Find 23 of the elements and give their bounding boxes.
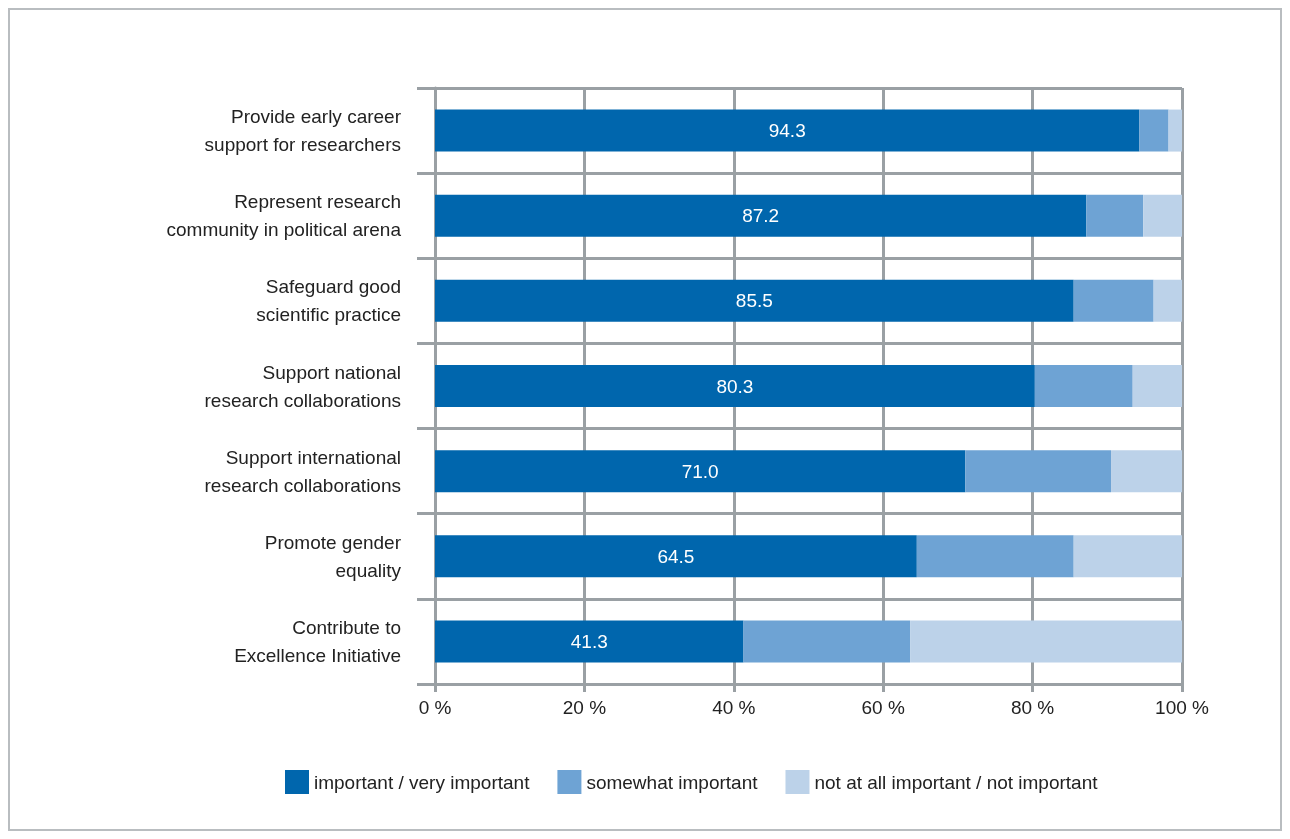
data-label: 87.2 <box>742 205 780 227</box>
data-label: 71.0 <box>681 460 719 482</box>
y-tick-label: Support national research collaborations <box>204 361 401 411</box>
y-tick-label: Represent research community in political arena <box>166 191 402 241</box>
legend-label: important / very important <box>314 771 531 793</box>
y-tick-label: Provide early career support for researchers <box>204 106 402 156</box>
y-tick-label: Safeguard good scientific practice <box>256 276 401 326</box>
x-tick-label: 40 % <box>712 697 756 718</box>
x-tick-label: 80 % <box>1010 697 1055 718</box>
data-label: 80.3 <box>716 375 754 397</box>
data-label: 94.3 <box>768 120 806 142</box>
x-tick-label: 20 % <box>562 697 607 718</box>
y-tick-label: Contribute to Excellence Initiative <box>234 616 401 666</box>
legend-label: somewhat important <box>586 771 759 793</box>
data-label: 64.5 <box>657 545 695 567</box>
x-tick-label: 0 % <box>418 697 452 718</box>
y-tick-label: Support international research collaborations <box>204 446 401 496</box>
legend-label: not at all important / not important <box>814 771 1099 793</box>
x-tick-label: 60 % <box>861 697 905 718</box>
data-label: 85.5 <box>735 290 773 312</box>
x-tick-label: 100 % <box>1155 697 1210 718</box>
data-label: 41.3 <box>570 630 608 652</box>
y-tick-label: Promote gender equality <box>264 531 402 581</box>
